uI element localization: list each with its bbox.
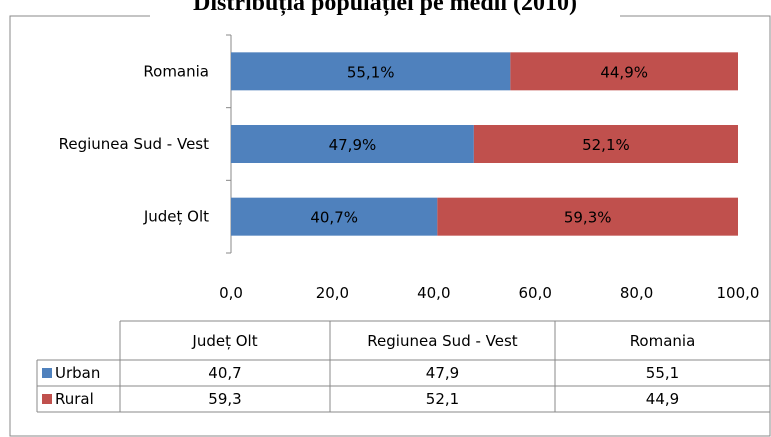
bar: [510, 52, 738, 91]
table-header: Județ Olt: [191, 332, 257, 350]
table-cell: 59,3: [208, 390, 241, 408]
bar: [473, 125, 738, 163]
bar-label: 52,1%: [582, 136, 630, 154]
bar: [231, 52, 511, 91]
bar: [231, 125, 474, 163]
bar-label: 40,7%: [310, 209, 358, 227]
bar-label: 55,1%: [347, 63, 395, 81]
chart-title: Distribuția populației pe medii (2010): [193, 0, 577, 16]
table-cell: 40,7: [208, 364, 241, 382]
legend-key: [42, 394, 52, 404]
table-cell: 52,1: [426, 390, 459, 408]
table-header: Regiunea Sud - Vest: [367, 332, 518, 350]
x-tick-label: 20,0: [316, 284, 349, 302]
x-tick-label: 80,0: [620, 284, 653, 302]
title-bg: [150, 0, 620, 18]
bar: [231, 197, 438, 236]
x-tick-label: 60,0: [518, 284, 551, 302]
x-tick-label: 40,0: [417, 284, 450, 302]
bar-label: 47,9%: [329, 136, 377, 154]
y-tick-label: Romania: [143, 62, 209, 80]
table-cell: 44,9: [646, 390, 679, 408]
legend-label: Rural: [55, 390, 94, 408]
table-cell: 47,9: [426, 364, 459, 382]
bar-label: 59,3%: [564, 209, 612, 227]
y-tick-label: Regiunea Sud - Vest: [59, 135, 210, 153]
bar: [437, 197, 738, 236]
legend-key: [42, 368, 52, 378]
table-header: Romania: [630, 332, 696, 350]
bar-label: 44,9%: [600, 63, 648, 81]
x-tick-label: 100,0: [717, 284, 760, 302]
x-tick-label: 0,0: [219, 284, 243, 302]
legend-label: Urban: [55, 364, 100, 382]
y-tick-label: Județ Olt: [143, 208, 209, 226]
table-cell: 55,1: [646, 364, 679, 382]
